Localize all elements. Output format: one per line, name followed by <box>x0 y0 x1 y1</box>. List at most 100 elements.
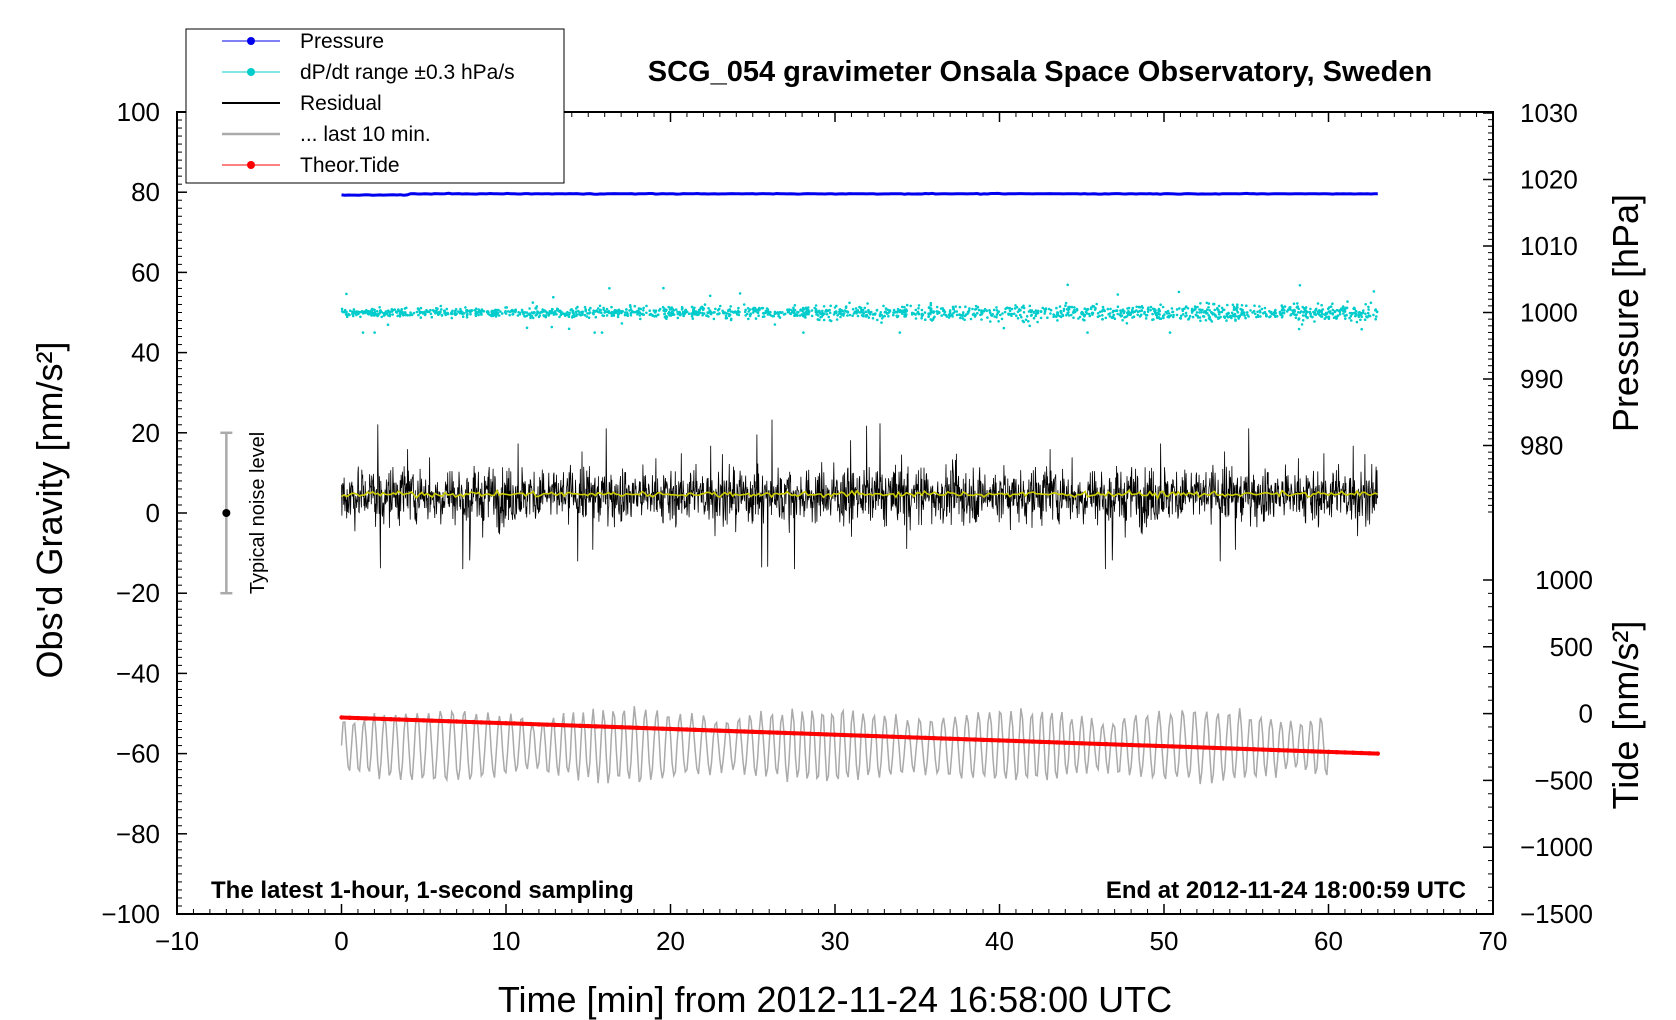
dpdt-point <box>390 308 394 311</box>
dpdt-point <box>657 313 660 317</box>
dpdt-point <box>1296 305 1299 308</box>
dpdt-point <box>1136 313 1139 317</box>
dpdt-point <box>1283 305 1287 308</box>
dpdt-point <box>783 312 787 316</box>
dpdt-point <box>927 306 931 310</box>
tide-point <box>898 734 903 740</box>
dpdt-point <box>1010 314 1013 318</box>
legend-item-tide: Theor.Tide <box>222 154 400 177</box>
dpdt-point <box>592 312 595 316</box>
dpdt-point <box>1098 314 1101 318</box>
dpdt-point <box>728 308 732 311</box>
dpdt-point <box>1320 315 1324 318</box>
x-tick-label: 0 <box>334 926 348 956</box>
tide-point <box>1120 742 1126 747</box>
dpdt-point <box>985 309 988 313</box>
dpdt-point <box>544 314 547 317</box>
dpdt-point <box>530 311 534 314</box>
dpdt-point <box>542 314 545 317</box>
dpdt-point <box>652 309 656 312</box>
dpdt-point <box>1167 312 1171 315</box>
dpdt-point <box>615 311 618 314</box>
dpdt-point <box>821 309 824 313</box>
dpdt-point <box>804 311 808 314</box>
dpdt-point <box>903 305 906 309</box>
tide-point <box>610 724 616 730</box>
tide-point <box>873 733 879 739</box>
dpdt-point <box>583 313 587 317</box>
dpdt-point <box>762 312 765 315</box>
tide-point <box>495 720 500 726</box>
dpdt-point <box>404 311 407 314</box>
dpdt-point <box>1217 313 1221 316</box>
dpdt-point <box>1121 318 1124 322</box>
dpdt-point <box>1280 309 1284 312</box>
dpdt-point <box>391 313 395 316</box>
dpdt-point <box>672 309 676 312</box>
dpdt-point <box>636 312 639 316</box>
dpdt-point <box>1260 307 1264 311</box>
dpdt-point <box>1166 312 1169 315</box>
dpdt-point <box>600 331 604 334</box>
dpdt-point <box>521 310 524 314</box>
dpdt-point <box>963 318 966 322</box>
tide-point <box>676 727 681 732</box>
dpdt-point <box>848 301 851 305</box>
tide-point <box>355 715 361 721</box>
dpdt-point <box>682 310 686 314</box>
dpdt-point <box>991 313 995 316</box>
tide-point <box>1186 744 1191 750</box>
dpdt-point <box>898 331 902 334</box>
dpdt-point <box>375 310 379 313</box>
dpdt-point <box>1291 312 1295 315</box>
dpdt-point <box>493 309 497 312</box>
dpdt-point <box>955 313 959 317</box>
dpdt-point <box>450 316 454 320</box>
dpdt-point <box>1124 315 1127 319</box>
dpdt-point <box>469 313 472 316</box>
dpdt-point <box>962 311 965 314</box>
dpdt-point <box>917 307 920 310</box>
dpdt-point <box>1133 310 1136 314</box>
dpdt-point <box>373 308 376 312</box>
dpdt-point <box>803 315 807 319</box>
dpdt-point <box>778 316 782 319</box>
dpdt-point <box>871 313 875 316</box>
dpdt-point <box>1235 305 1239 309</box>
dpdt-point <box>763 315 766 318</box>
dpdt-point <box>860 308 863 312</box>
tide-point <box>767 730 772 735</box>
dpdt-point <box>1298 284 1302 287</box>
dpdt-point <box>1263 311 1266 314</box>
dpdt-point <box>608 287 611 290</box>
dpdt-point <box>953 310 957 313</box>
dpdt-point <box>516 314 520 317</box>
dpdt-point <box>593 331 596 334</box>
dpdt-point <box>1202 311 1206 314</box>
dpdt-point <box>481 309 485 313</box>
dpdt-point <box>1301 319 1305 322</box>
dpdt-point <box>699 306 702 310</box>
dpdt-point <box>1245 304 1248 308</box>
dpdt-point <box>442 309 446 313</box>
dpdt-point <box>415 310 419 314</box>
tide-point <box>1351 750 1356 755</box>
dpdt-point <box>1008 309 1012 313</box>
dpdt-point <box>1112 309 1115 313</box>
dpdt-point <box>931 310 935 313</box>
dpdt-point <box>737 310 741 314</box>
dpdt-point <box>1340 307 1343 310</box>
dpdt-point <box>754 317 758 320</box>
dpdt-point <box>1075 307 1079 311</box>
dpdt-point <box>597 311 601 314</box>
dpdt-point <box>663 312 666 316</box>
dpdt-point <box>882 304 885 308</box>
tide-point <box>635 725 640 730</box>
tide-point <box>865 733 871 738</box>
tide-point <box>339 715 344 720</box>
dpdt-point <box>461 312 464 316</box>
dpdt-point <box>1083 313 1087 317</box>
dpdt-point <box>1171 310 1175 314</box>
dpdt-point <box>669 306 672 310</box>
dpdt-point <box>1325 312 1329 315</box>
